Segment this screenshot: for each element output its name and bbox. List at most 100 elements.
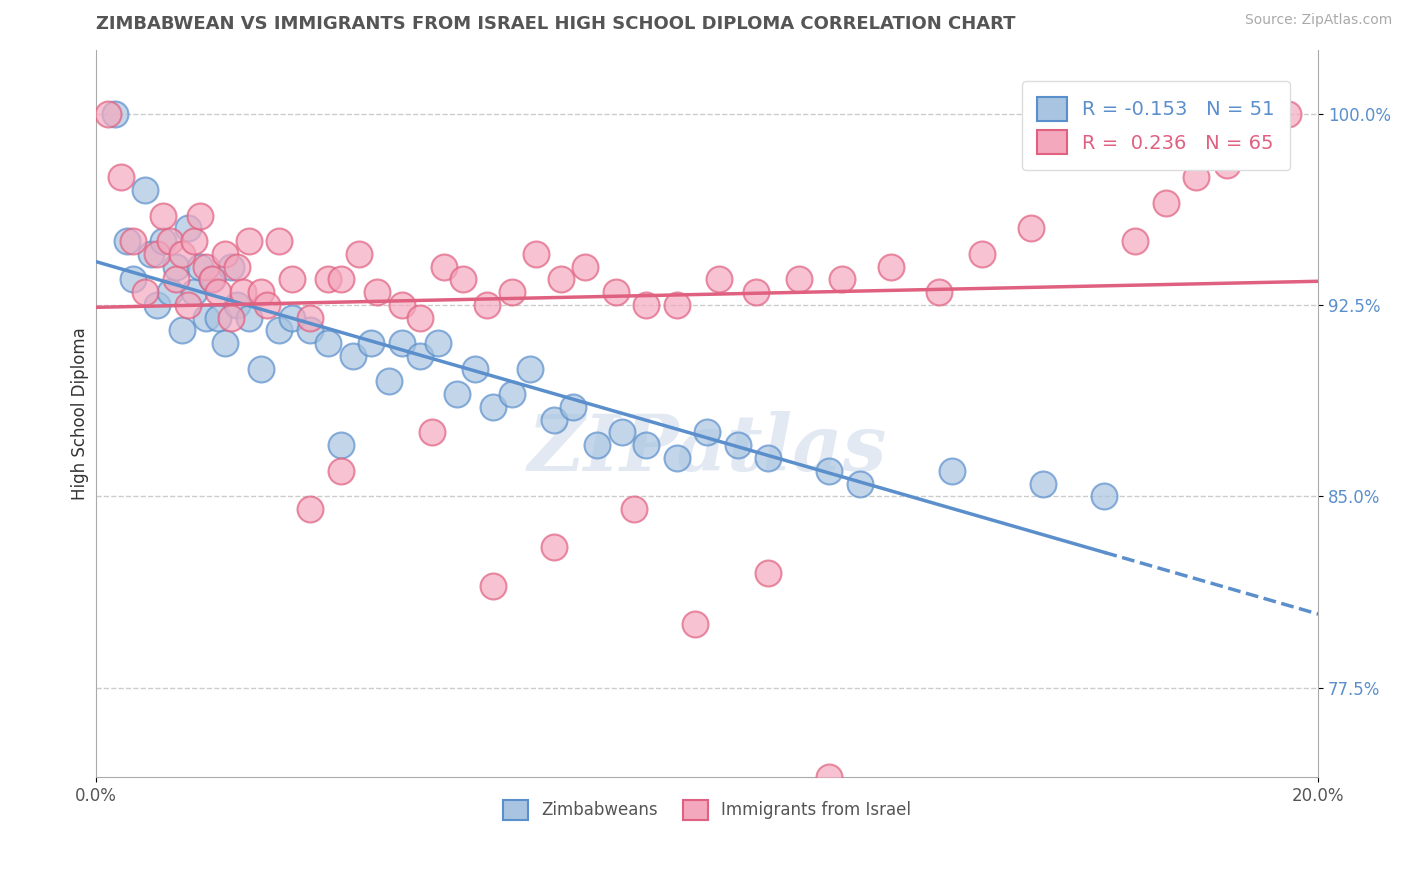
Point xyxy=(214,336,236,351)
Point xyxy=(1154,195,1177,210)
Point xyxy=(665,450,688,465)
Point xyxy=(1277,106,1299,120)
Point xyxy=(188,209,211,223)
Point xyxy=(1246,132,1268,146)
Point xyxy=(121,234,143,248)
Point xyxy=(849,476,872,491)
Point xyxy=(152,209,174,223)
Point xyxy=(433,260,456,274)
Point xyxy=(152,234,174,248)
Point xyxy=(207,285,229,300)
Point xyxy=(170,323,193,337)
Point xyxy=(170,247,193,261)
Point xyxy=(366,285,388,300)
Point xyxy=(207,310,229,325)
Point xyxy=(238,310,260,325)
Point xyxy=(477,298,499,312)
Point xyxy=(683,616,706,631)
Point xyxy=(141,247,163,261)
Point xyxy=(409,310,432,325)
Point xyxy=(165,260,187,274)
Text: Source: ZipAtlas.com: Source: ZipAtlas.com xyxy=(1244,13,1392,28)
Point xyxy=(299,502,322,516)
Y-axis label: High School Diploma: High School Diploma xyxy=(72,327,89,500)
Point xyxy=(561,400,583,414)
Point xyxy=(299,310,322,325)
Point xyxy=(1019,221,1042,235)
Point xyxy=(831,272,853,286)
Point xyxy=(543,413,565,427)
Point xyxy=(225,298,247,312)
Point xyxy=(201,272,224,286)
Point xyxy=(665,298,688,312)
Point xyxy=(928,285,950,300)
Point xyxy=(745,285,768,300)
Point xyxy=(610,425,633,440)
Point xyxy=(709,272,731,286)
Point xyxy=(299,323,322,337)
Point xyxy=(146,247,169,261)
Point xyxy=(1215,158,1237,172)
Text: ZIMBABWEAN VS IMMIGRANTS FROM ISRAEL HIGH SCHOOL DIPLOMA CORRELATION CHART: ZIMBABWEAN VS IMMIGRANTS FROM ISRAEL HIG… xyxy=(96,15,1015,33)
Point xyxy=(280,310,302,325)
Point xyxy=(427,336,450,351)
Point xyxy=(134,183,156,197)
Point xyxy=(636,298,658,312)
Point xyxy=(501,387,523,401)
Point xyxy=(165,272,187,286)
Point xyxy=(347,247,370,261)
Point xyxy=(464,361,486,376)
Point xyxy=(451,272,474,286)
Point xyxy=(482,400,505,414)
Point xyxy=(818,770,841,784)
Point xyxy=(329,272,352,286)
Point xyxy=(159,234,181,248)
Point xyxy=(250,361,273,376)
Point xyxy=(318,336,340,351)
Text: ZIPatlas: ZIPatlas xyxy=(527,411,887,488)
Point xyxy=(110,170,132,185)
Point xyxy=(727,438,749,452)
Point xyxy=(195,310,218,325)
Point xyxy=(524,247,547,261)
Point xyxy=(879,260,901,274)
Point xyxy=(586,438,609,452)
Point xyxy=(543,541,565,555)
Point xyxy=(972,247,994,261)
Point xyxy=(329,464,352,478)
Point xyxy=(1092,489,1115,503)
Point xyxy=(818,464,841,478)
Point xyxy=(623,502,645,516)
Point xyxy=(1074,106,1097,120)
Point xyxy=(115,234,138,248)
Point xyxy=(342,349,364,363)
Point xyxy=(550,272,572,286)
Point xyxy=(177,298,200,312)
Point xyxy=(219,260,242,274)
Point xyxy=(574,260,596,274)
Point xyxy=(201,272,224,286)
Point xyxy=(225,260,247,274)
Point xyxy=(1032,476,1054,491)
Point xyxy=(280,272,302,286)
Point xyxy=(195,260,218,274)
Point xyxy=(446,387,468,401)
Point xyxy=(1123,234,1146,248)
Point xyxy=(318,272,340,286)
Point xyxy=(409,349,432,363)
Point xyxy=(519,361,541,376)
Point xyxy=(378,375,401,389)
Point xyxy=(250,285,273,300)
Point xyxy=(391,298,413,312)
Point xyxy=(232,285,254,300)
Point xyxy=(214,247,236,261)
Point xyxy=(256,298,278,312)
Point xyxy=(183,234,205,248)
Point xyxy=(188,260,211,274)
Point xyxy=(177,221,200,235)
Point xyxy=(103,106,125,120)
Point xyxy=(183,285,205,300)
Point xyxy=(159,285,181,300)
Point xyxy=(269,234,291,248)
Point xyxy=(501,285,523,300)
